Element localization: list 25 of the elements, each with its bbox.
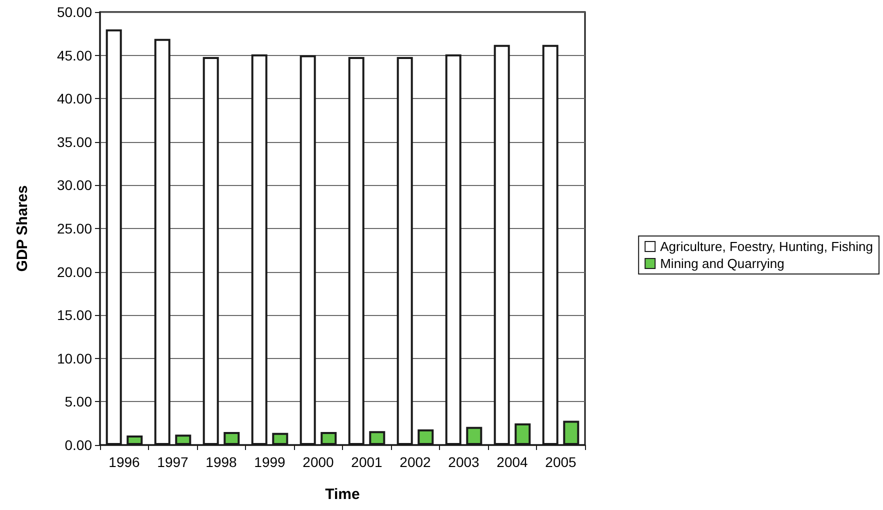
y-tick-label: 20.00	[56, 264, 92, 280]
x-axis-title: Time	[325, 486, 360, 503]
y-tick-label: 25.00	[56, 220, 92, 236]
x-tick-label: 2005	[545, 454, 577, 470]
legend-label: Agriculture, Foestry, Hunting, Fishing	[660, 239, 874, 254]
x-tick-label: 2003	[448, 454, 480, 470]
y-tick-label: 10.00	[56, 350, 92, 366]
x-tick-label: 2001	[351, 454, 383, 470]
y-axis-title: GDP Shares	[14, 185, 31, 272]
x-tick-label: 2002	[400, 454, 432, 470]
y-tick-label: 35.00	[56, 134, 92, 150]
x-tick-label: 1996	[108, 454, 140, 470]
y-tick-label: 5.00	[64, 394, 92, 410]
y-tick-label: 45.00	[56, 47, 92, 64]
legend-label: Mining and Quarrying	[660, 256, 784, 271]
x-tick-label: 2004	[496, 454, 528, 470]
x-tick-label: 1997	[157, 454, 189, 470]
y-tick-label: 15.00	[56, 307, 92, 324]
y-tick-label: 40.00	[56, 90, 92, 107]
x-tick-label: 2000	[302, 454, 334, 470]
y-tick-label: 30.00	[56, 177, 92, 194]
y-tick-label: 0.00	[64, 437, 92, 453]
y-tick-label: 50.00	[56, 4, 92, 20]
x-tick-label: 1998	[206, 454, 238, 470]
x-tick-label: 1999	[254, 454, 286, 470]
